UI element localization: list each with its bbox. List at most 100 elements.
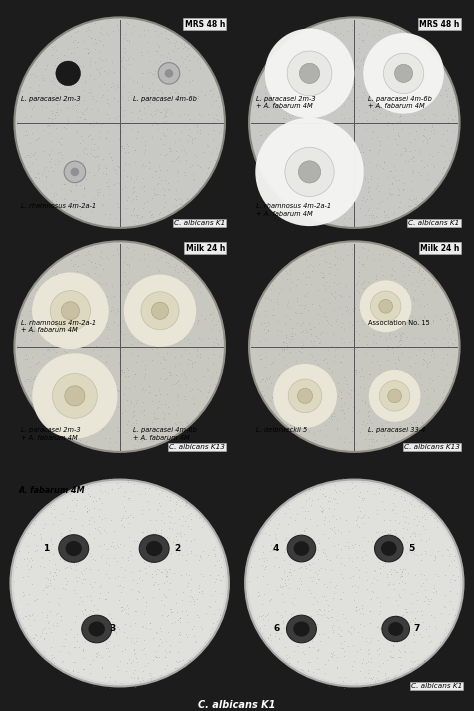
- Point: [73, 127, 81, 138]
- Point: [285, 658, 292, 669]
- Point: [126, 275, 133, 287]
- Point: [288, 103, 296, 114]
- Ellipse shape: [59, 535, 89, 562]
- Point: [82, 366, 89, 378]
- Point: [354, 275, 362, 287]
- Point: [351, 22, 358, 33]
- Point: [282, 657, 289, 668]
- Point: [404, 46, 411, 57]
- Point: [417, 285, 425, 296]
- Point: [304, 36, 311, 48]
- Point: [350, 193, 358, 205]
- Point: [179, 69, 186, 80]
- Point: [181, 39, 188, 50]
- Point: [61, 667, 69, 678]
- Point: [37, 532, 45, 543]
- Point: [351, 343, 359, 355]
- Point: [209, 340, 217, 351]
- Point: [330, 408, 337, 419]
- Point: [386, 65, 393, 76]
- Point: [65, 524, 73, 535]
- Point: [353, 602, 360, 613]
- Point: [381, 97, 388, 109]
- Point: [168, 512, 175, 523]
- Point: [284, 165, 292, 176]
- Point: [305, 559, 313, 570]
- Point: [273, 70, 281, 81]
- Point: [29, 373, 36, 384]
- Point: [319, 22, 326, 33]
- Point: [105, 173, 113, 185]
- Point: [420, 161, 428, 173]
- Point: [391, 164, 398, 176]
- Point: [80, 85, 88, 96]
- Point: [375, 410, 383, 421]
- Point: [374, 620, 382, 631]
- Point: [87, 104, 95, 115]
- Point: [335, 289, 343, 301]
- Point: [283, 343, 291, 354]
- Point: [52, 346, 59, 358]
- Point: [406, 417, 413, 429]
- Point: [41, 145, 48, 156]
- Point: [386, 296, 394, 307]
- Point: [118, 519, 126, 530]
- Point: [308, 351, 316, 362]
- Point: [294, 50, 302, 61]
- Point: [297, 553, 305, 565]
- Point: [307, 379, 314, 390]
- Point: [358, 194, 365, 205]
- Point: [80, 183, 88, 195]
- Point: [343, 56, 350, 68]
- Point: [282, 502, 289, 513]
- Point: [190, 599, 198, 610]
- Point: [317, 266, 325, 277]
- Point: [120, 257, 128, 268]
- Point: [367, 341, 375, 353]
- Point: [181, 120, 189, 132]
- Point: [170, 567, 178, 579]
- Point: [367, 397, 374, 408]
- Point: [429, 314, 437, 326]
- Point: [340, 683, 348, 694]
- Point: [423, 383, 431, 395]
- Point: [280, 546, 288, 557]
- Point: [72, 34, 79, 46]
- Point: [320, 30, 328, 41]
- Point: [174, 175, 182, 186]
- Point: [365, 202, 373, 213]
- Point: [363, 584, 370, 595]
- Point: [423, 362, 430, 373]
- Point: [167, 64, 174, 75]
- Point: [164, 570, 171, 582]
- Point: [182, 285, 190, 296]
- Point: [52, 558, 59, 570]
- Text: 2: 2: [174, 544, 180, 553]
- Point: [72, 379, 80, 390]
- Point: [321, 491, 329, 502]
- Point: [113, 160, 120, 171]
- Point: [334, 314, 341, 325]
- Point: [177, 60, 184, 72]
- Point: [179, 56, 187, 68]
- Point: [431, 550, 438, 562]
- Point: [54, 327, 61, 338]
- Point: [383, 301, 391, 313]
- Point: [210, 544, 218, 555]
- Point: [109, 483, 116, 495]
- Point: [394, 183, 402, 194]
- Point: [109, 616, 116, 627]
- Point: [384, 117, 392, 129]
- Point: [99, 629, 107, 640]
- Point: [34, 357, 41, 368]
- Point: [177, 314, 184, 325]
- Point: [307, 105, 315, 116]
- Point: [364, 406, 372, 417]
- Point: [159, 362, 166, 373]
- Point: [177, 284, 184, 296]
- Point: [305, 425, 313, 437]
- Point: [396, 110, 403, 122]
- Point: [390, 395, 397, 407]
- Point: [282, 135, 290, 146]
- Point: [362, 107, 370, 118]
